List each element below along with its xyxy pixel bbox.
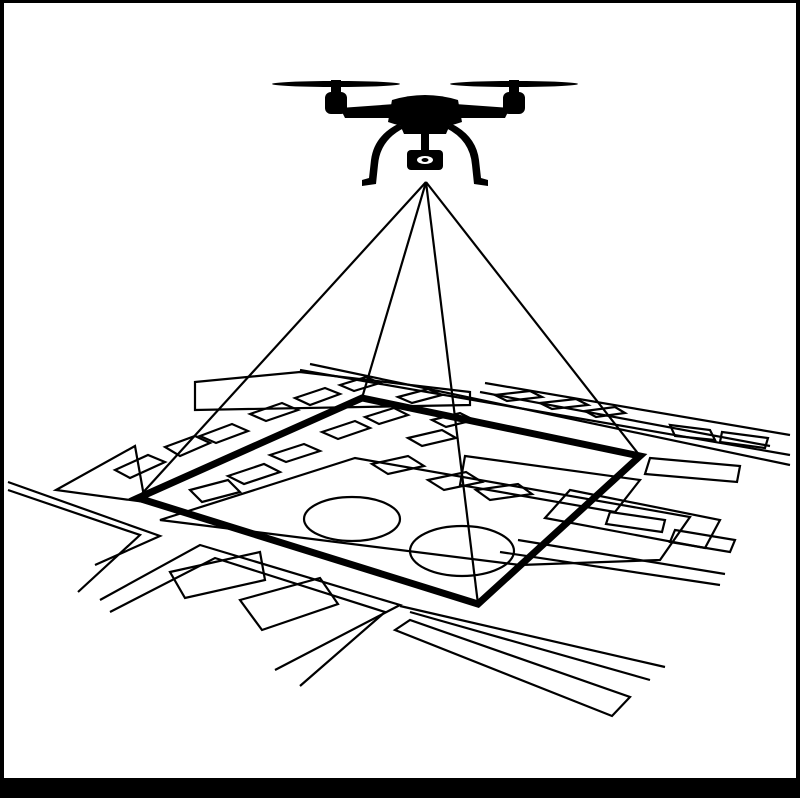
road-line [109, 556, 388, 687]
building [718, 430, 770, 450]
building [162, 434, 213, 458]
building [643, 456, 742, 484]
building [473, 482, 535, 502]
building [112, 453, 168, 480]
figure-canvas [4, 3, 796, 778]
city-block [52, 444, 147, 504]
frustum-edge [424, 181, 480, 605]
road-line [309, 362, 791, 467]
road-line [499, 550, 721, 587]
building [425, 470, 485, 492]
building [168, 550, 267, 600]
road-line [409, 610, 651, 682]
building [292, 386, 344, 407]
building [318, 419, 373, 441]
building [266, 442, 324, 464]
city-block [193, 370, 472, 412]
building [536, 397, 592, 411]
road-line [99, 543, 403, 671]
building [668, 528, 737, 554]
camera-icon [407, 150, 443, 170]
frustum-edge [137, 181, 427, 499]
building [392, 618, 632, 718]
building [369, 454, 427, 476]
circular-field [302, 495, 402, 543]
circular-field [408, 524, 516, 578]
building [604, 510, 667, 534]
frustum-edge [425, 181, 641, 457]
building [668, 423, 717, 442]
city-block [159, 456, 692, 567]
building [238, 576, 340, 632]
city-block [542, 488, 722, 550]
building [405, 428, 459, 448]
building [187, 478, 243, 504]
building [491, 389, 546, 403]
camera-frustum [137, 181, 641, 605]
frustum-edge [360, 181, 428, 399]
building [336, 375, 384, 393]
road-line [7, 488, 143, 593]
building [197, 422, 251, 445]
road-line [399, 604, 666, 669]
building [225, 462, 283, 486]
building [362, 406, 411, 426]
survey-area-outline [128, 394, 648, 608]
road-line [517, 538, 726, 576]
city-map-plan [7, 362, 791, 718]
building [394, 387, 446, 405]
building [246, 401, 302, 423]
road-line [484, 381, 791, 437]
drone-icon [272, 80, 578, 186]
building [581, 405, 629, 419]
